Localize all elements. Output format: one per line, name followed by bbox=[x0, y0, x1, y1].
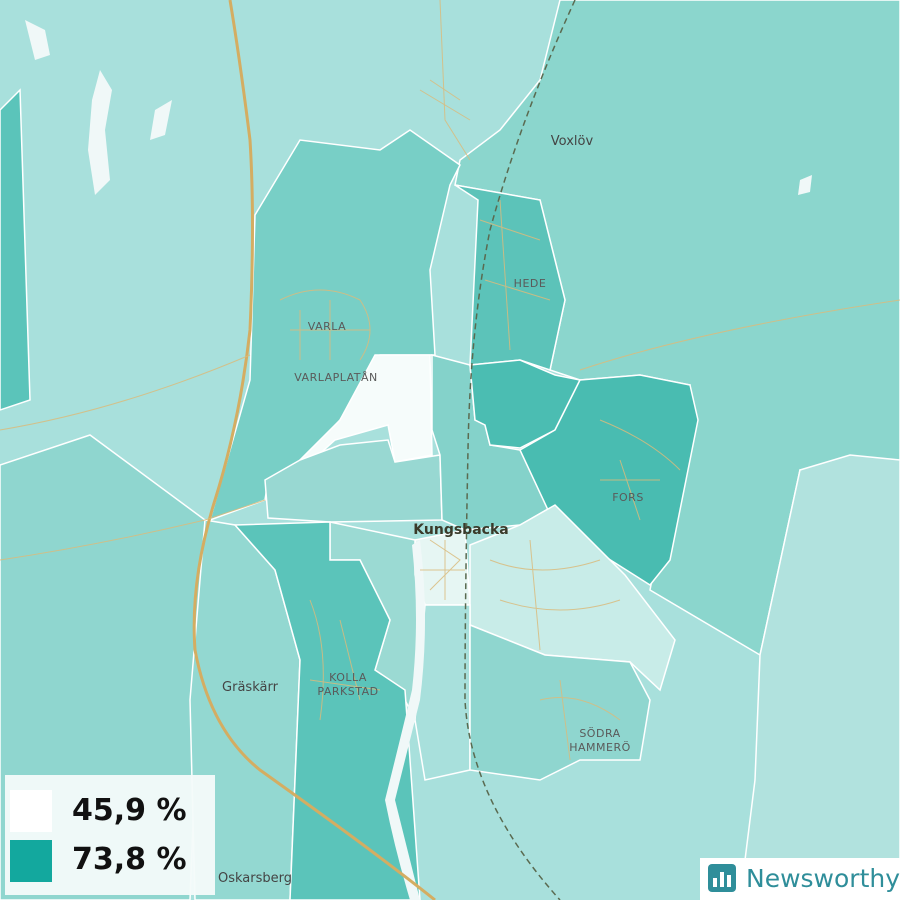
highway bbox=[192, 0, 436, 900]
legend-swatch bbox=[10, 840, 52, 882]
place-label: KOLLA bbox=[329, 671, 367, 684]
place-label: PARKSTAD bbox=[317, 685, 378, 698]
road bbox=[309, 599, 381, 721]
place-label: FORS bbox=[612, 491, 644, 504]
brand-icon bbox=[720, 872, 724, 887]
place-label: HAMMERÖ bbox=[569, 741, 631, 754]
place-label: Gräskärr bbox=[222, 680, 279, 695]
region bbox=[469, 623, 651, 781]
place-label: HEDE bbox=[514, 277, 547, 290]
region bbox=[233, 521, 421, 900]
town-label: Kungsbacka bbox=[413, 522, 508, 538]
region bbox=[284, 354, 433, 486]
region bbox=[469, 359, 582, 449]
brand-icon bbox=[713, 878, 717, 887]
place-label: Voxlöv bbox=[551, 134, 594, 149]
road bbox=[420, 539, 465, 600]
road bbox=[439, 0, 471, 161]
road bbox=[479, 199, 551, 351]
brand-name: Newsworthy bbox=[746, 864, 900, 893]
lake bbox=[88, 70, 112, 195]
road bbox=[489, 539, 621, 651]
region bbox=[454, 184, 566, 371]
road bbox=[599, 419, 681, 521]
region bbox=[264, 439, 443, 523]
lake bbox=[25, 20, 50, 60]
place-label: SÖDRA bbox=[579, 727, 620, 740]
lake bbox=[150, 100, 172, 140]
road bbox=[539, 679, 621, 761]
place-label: VARLA bbox=[308, 320, 346, 333]
legend-swatch bbox=[10, 790, 52, 832]
road bbox=[0, 354, 251, 431]
lake bbox=[798, 175, 812, 195]
road bbox=[279, 289, 371, 361]
legend-label: 45,9 % bbox=[72, 793, 187, 828]
brand-icon bbox=[727, 875, 731, 887]
river bbox=[385, 540, 425, 900]
road bbox=[579, 299, 900, 371]
brand: Newsworthy bbox=[700, 858, 900, 900]
road bbox=[0, 499, 266, 561]
railway bbox=[464, 0, 576, 900]
place-label: VARLAPLATÅN bbox=[294, 371, 378, 384]
legend: 45,9 % 73,8 % bbox=[5, 775, 215, 895]
road bbox=[419, 79, 471, 121]
region bbox=[739, 454, 900, 900]
region bbox=[0, 88, 31, 411]
place-labels: Voxlöv HEDE VARLA VARLAPLATÅN FORS Kungs… bbox=[218, 134, 644, 886]
place-label: Oskarsberg bbox=[218, 871, 292, 886]
legend-label: 73,8 % bbox=[72, 842, 187, 877]
water bbox=[25, 20, 812, 900]
